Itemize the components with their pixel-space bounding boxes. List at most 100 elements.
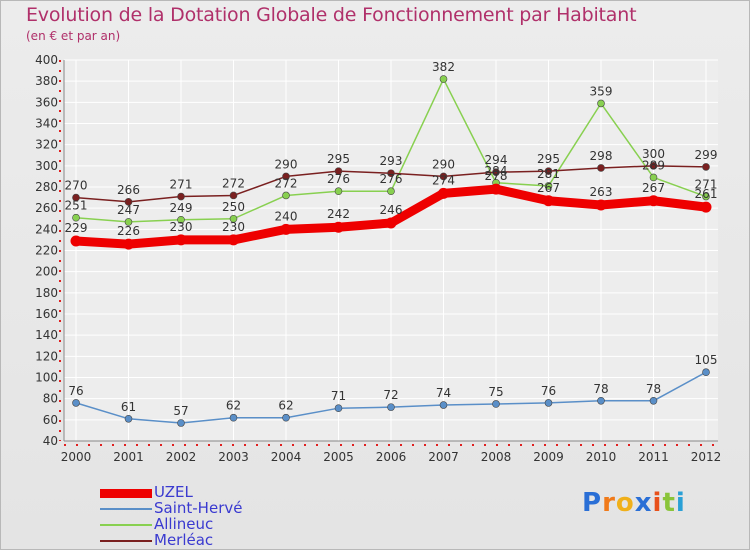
y-tick-label: 380: [35, 74, 58, 88]
data-point-saint-herv-: [439, 401, 448, 409]
legend-label-saint-herv-: Saint-Hervé: [154, 499, 243, 517]
legend-label-uzel: UZEL: [154, 483, 193, 501]
data-label-merl-ac: 299: [695, 148, 718, 162]
data-label-allineuc: 281: [537, 167, 560, 181]
data-label-saint-herv-: 78: [646, 382, 661, 396]
data-label-allineuc: 247: [117, 203, 140, 217]
data-point-allineuc: [334, 187, 343, 196]
data-label-uzel: 261: [695, 187, 718, 201]
data-point-saint-herv-: [124, 414, 133, 423]
data-label-uzel: 226: [117, 224, 140, 238]
y-tick-label: 300: [35, 159, 58, 173]
data-label-merl-ac: 295: [537, 152, 560, 166]
data-point-saint-herv-: [282, 413, 290, 422]
chart-subtitle: (en € et par an): [26, 29, 121, 43]
x-tick-label: 2002: [166, 450, 197, 464]
data-label-saint-herv-: 74: [436, 386, 451, 400]
y-tick-label: 320: [35, 138, 58, 152]
data-point-allineuc: [439, 75, 448, 83]
x-tick-label: 2012: [691, 450, 722, 464]
x-tick-label: 2004: [271, 450, 302, 464]
data-point-uzel: [70, 235, 82, 247]
data-point-merl-ac: [72, 193, 80, 202]
logo-letter: i: [675, 488, 686, 518]
data-label-allineuc: 249: [170, 201, 193, 215]
data-label-uzel: 230: [170, 220, 193, 234]
data-label-merl-ac: 271: [170, 178, 193, 192]
data-label-allineuc: 276: [327, 172, 350, 186]
data-label-uzel: 240: [275, 209, 298, 223]
data-point-uzel: [280, 223, 292, 235]
data-point-merl-ac: [282, 172, 290, 181]
data-label-saint-herv-: 57: [173, 404, 188, 418]
legend-label-merl-ac: Merléac: [154, 531, 214, 549]
x-tick-label: 2000: [61, 450, 92, 464]
data-point-uzel: [333, 221, 344, 233]
data-label-merl-ac: 295: [327, 152, 350, 166]
data-point-merl-ac: [597, 164, 605, 172]
data-point-allineuc: [597, 99, 605, 108]
y-tick-label: 160: [35, 307, 58, 321]
chart-title: Evolution de la Dotation Globale de Fonc…: [26, 4, 637, 26]
data-label-merl-ac: 272: [222, 176, 245, 190]
legend-swatch-merl-ac: [100, 540, 152, 542]
y-tick-label: 220: [35, 244, 58, 258]
data-point-merl-ac: [177, 192, 185, 201]
data-point-saint-herv-: [334, 404, 343, 412]
data-label-uzel: 263: [590, 185, 613, 199]
x-tick-label: 2010: [586, 450, 617, 464]
data-point-saint-herv-: [702, 368, 710, 377]
data-point-allineuc: [72, 213, 80, 222]
data-point-merl-ac: [702, 163, 710, 171]
y-tick-label: 260: [35, 201, 58, 215]
data-point-allineuc: [229, 214, 238, 223]
data-label-saint-herv-: 61: [121, 400, 136, 414]
x-tick-label: 2001: [113, 450, 144, 464]
data-point-uzel: [123, 238, 134, 250]
data-point-allineuc: [387, 187, 395, 196]
x-tick-label: 2005: [323, 450, 354, 464]
y-tick-label: 140: [35, 328, 58, 342]
data-label-uzel: 274: [432, 173, 455, 187]
y-tick-label: 60: [43, 413, 58, 427]
proxiti-logo: Proxiti: [582, 488, 686, 518]
data-point-allineuc: [177, 216, 185, 224]
legend-swatch-uzel: [100, 489, 152, 498]
data-point-uzel: [385, 217, 397, 229]
y-tick-label: 80: [43, 392, 58, 406]
data-point-uzel: [490, 183, 502, 195]
data-label-allineuc: 272: [275, 176, 298, 190]
data-point-saint-herv-: [229, 413, 238, 422]
data-label-saint-herv-: 62: [278, 399, 293, 413]
data-label-merl-ac: 294: [485, 153, 508, 167]
data-label-uzel: 246: [380, 203, 403, 217]
data-label-saint-herv-: 78: [593, 382, 608, 396]
data-point-merl-ac: [124, 198, 133, 206]
data-point-merl-ac: [334, 167, 343, 175]
y-tick-label: 40: [43, 434, 58, 448]
y-tick-label: 200: [35, 265, 58, 279]
logo-letter: i: [652, 488, 663, 518]
data-point-uzel: [700, 201, 712, 213]
data-point-merl-ac: [439, 172, 448, 181]
data-point-allineuc: [124, 218, 133, 226]
data-point-saint-herv-: [597, 396, 605, 405]
data-label-allineuc: 271: [695, 178, 718, 192]
data-label-merl-ac: 290: [432, 157, 455, 171]
x-tick-label: 2007: [428, 450, 459, 464]
data-label-merl-ac: 290: [275, 157, 298, 171]
data-point-merl-ac: [229, 191, 238, 200]
data-label-allineuc: 382: [432, 60, 455, 74]
y-tick-label: 120: [35, 349, 58, 363]
data-point-saint-herv-: [72, 399, 80, 407]
x-tick-label: 2011: [638, 450, 669, 464]
data-label-allineuc: 250: [222, 200, 245, 214]
data-label-saint-herv-: 76: [541, 384, 556, 398]
logo-letter: r: [602, 488, 616, 518]
data-point-merl-ac: [544, 167, 553, 175]
logo-letter: x: [634, 488, 653, 518]
x-tick-label: 2008: [481, 450, 512, 464]
data-point-uzel: [648, 195, 659, 207]
legend-label-allineuc: Allineuc: [154, 515, 214, 533]
data-label-merl-ac: 298: [590, 149, 613, 163]
